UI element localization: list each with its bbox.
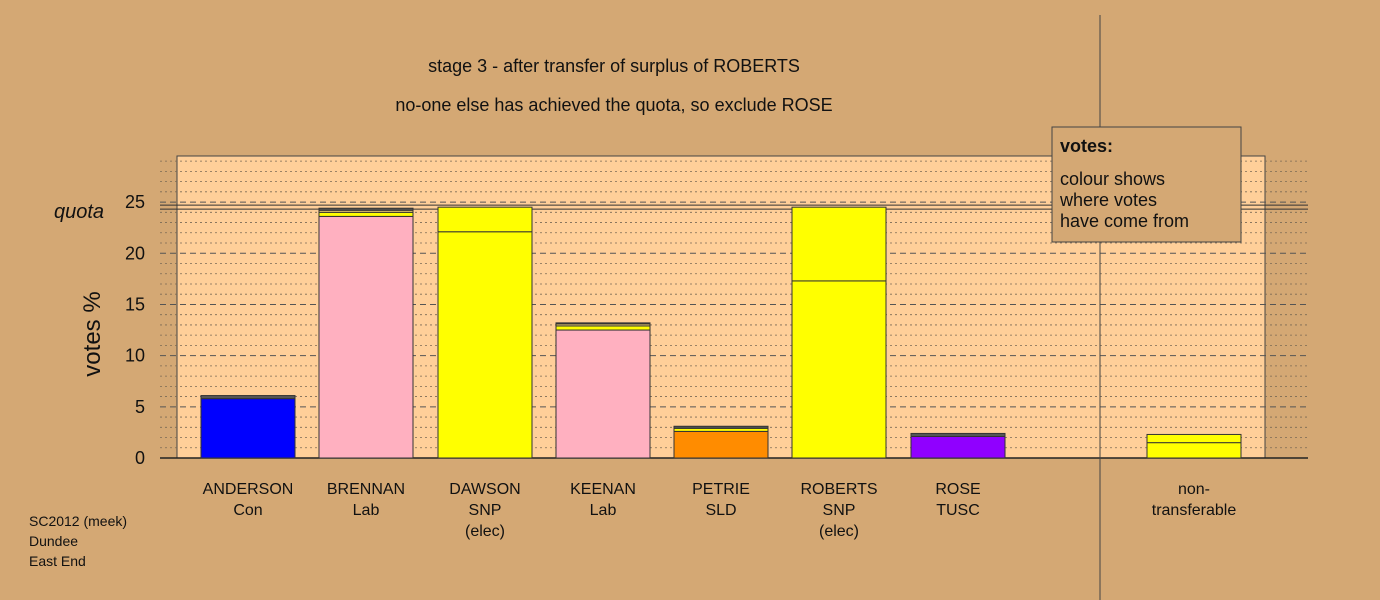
quota-label: quota: [54, 201, 104, 223]
candidate-party-label: SNP: [823, 502, 856, 519]
bar-brennan-segment: [318, 215, 414, 459]
bar-rose-segment: [910, 436, 1006, 459]
chart-title: stage 3 - after transfer of surplus of R…: [428, 56, 800, 76]
legend-title: votes:: [1060, 136, 1113, 156]
candidate-status-label: (elec): [819, 523, 859, 540]
footer-line-1: SC2012 (meek): [29, 513, 127, 529]
bars: [200, 206, 1242, 459]
bar-petrie-segment: [673, 430, 769, 459]
bar-anderson-segment: [200, 398, 296, 459]
bar-rose-segment: [910, 432, 1006, 438]
bar-anderson-segment: [200, 395, 296, 400]
candidate-party-label: SLD: [705, 502, 736, 519]
bar-petrie-segment: [673, 425, 769, 429]
legend-box: [1051, 126, 1242, 243]
legend-line-1: colour shows: [1060, 169, 1165, 189]
y-tick-label: 5: [135, 397, 145, 417]
bar-brennan-segment: [318, 211, 414, 217]
y-tick-label: 25: [125, 192, 145, 212]
bar-dawson-segment: [437, 231, 533, 459]
candidate-name-label: ANDERSON: [203, 481, 294, 498]
candidate-name-label: ROSE: [935, 481, 980, 498]
nontransferable-label: transferable: [1152, 502, 1237, 519]
x-axis-labels: ANDERSON Con BRENNAN Lab DAWSON SNP (elec) KEEN…: [203, 481, 1237, 540]
bar-keenan-segment: [555, 329, 651, 459]
candidate-party-label: TUSC: [936, 502, 980, 519]
footer-line-3: East End: [29, 553, 86, 569]
y-tick-label: 0: [135, 448, 145, 468]
candidate-party-label: Lab: [353, 502, 380, 519]
candidate-name-label: PETRIE: [692, 481, 750, 498]
chart-subtitle: no-one else has achieved the quota, so e…: [395, 95, 832, 115]
bar-roberts-segment: [791, 206, 887, 282]
nontransferable-label: non-: [1178, 481, 1210, 498]
bar-nontransferable-segment: [1146, 442, 1242, 459]
bar-roberts-segment: [791, 280, 887, 459]
footer: SC2012 (meek) Dundee East End: [29, 513, 127, 569]
candidate-status-label: (elec): [465, 523, 505, 540]
candidate-name-label: ROBERTS: [800, 481, 877, 498]
candidate-name-label: BRENNAN: [327, 481, 405, 498]
bar-keenan-segment: [555, 325, 651, 331]
candidate-name-label: KEENAN: [570, 481, 636, 498]
legend: votes: colour shows where votes have com…: [1051, 126, 1242, 243]
y-tick-label: 20: [125, 243, 145, 263]
bar-nontransferable-segment: [1146, 433, 1242, 444]
y-tick-label: 15: [125, 294, 145, 314]
candidate-party-label: Lab: [590, 502, 617, 519]
y-axis-label: votes %: [79, 291, 106, 376]
legend-line-3: have come from: [1060, 211, 1189, 231]
legend-line-2: where votes: [1059, 190, 1157, 210]
bar-keenan-segment: [555, 322, 651, 325]
footer-line-2: Dundee: [29, 533, 78, 549]
bar-dawson-segment: [437, 206, 533, 233]
candidate-name-label: DAWSON: [449, 481, 520, 498]
bar-brennan-segment: [318, 207, 414, 211]
y-tick-label: 10: [125, 346, 145, 366]
candidate-party-label: SNP: [469, 502, 502, 519]
candidate-party-label: Con: [233, 502, 262, 519]
